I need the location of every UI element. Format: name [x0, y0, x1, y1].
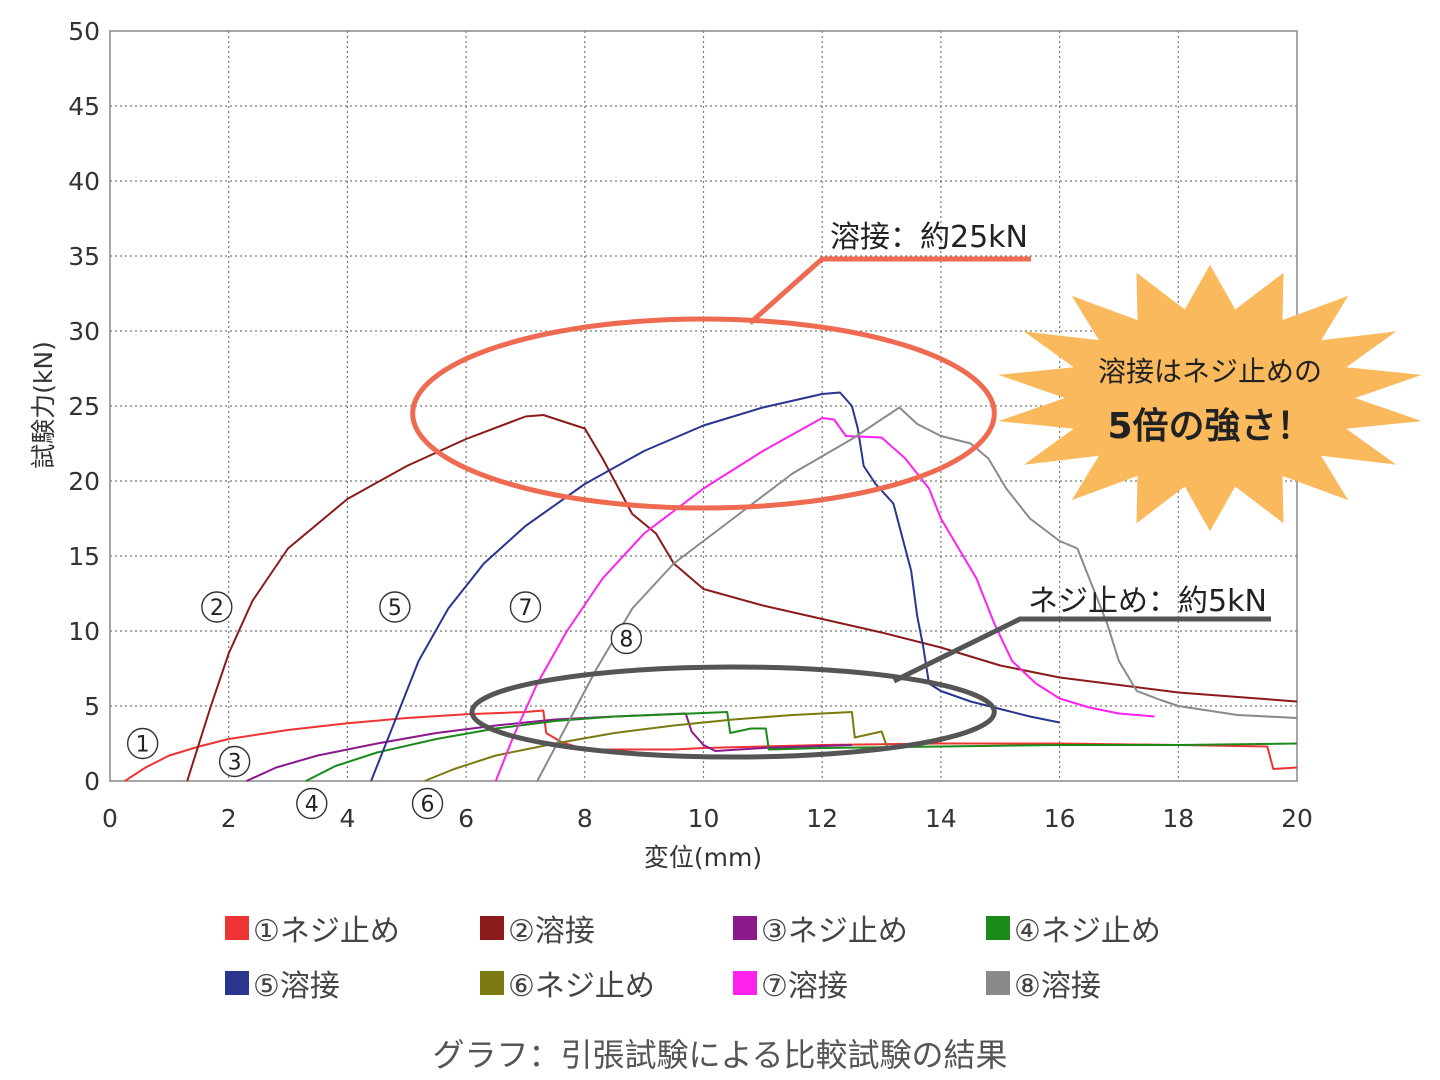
legend-label-4: ④ネジ止め — [1014, 914, 1161, 949]
x-tick-label: 2 — [221, 804, 237, 833]
series-marker-circle-8 — [610, 622, 643, 655]
series-marker-label-2: 2 — [210, 596, 224, 621]
series-line-5 — [370, 391, 1060, 782]
screw-leader-line — [892, 616, 1271, 684]
legend-swatch-8 — [986, 971, 1010, 995]
series-marker-circle-7 — [509, 591, 542, 623]
legend-item-1: ①ネジ止め — [225, 908, 400, 949]
x-tick-label: 16 — [1044, 804, 1076, 833]
legend-item-6: ⑥ネジ止め — [480, 963, 655, 1004]
y-tick-label: 20 — [68, 467, 100, 496]
y-tick-label: 15 — [68, 542, 100, 571]
series-marker-circle-6 — [411, 787, 444, 820]
series-line-7 — [494, 417, 1155, 782]
series-marker-label-6: 6 — [421, 793, 435, 818]
weld-callout-label: 溶接：約25kN — [830, 220, 1028, 255]
y-tick-label: 50 — [68, 17, 100, 46]
series-marker-label-1: 1 — [136, 733, 150, 758]
chart-caption: グラフ：引張試験による比較試験の結果 — [432, 1036, 1008, 1074]
legend-item-7: ⑦溶接 — [733, 963, 848, 1004]
legend-swatch-2 — [480, 916, 504, 940]
starburst-badge — [998, 264, 1422, 532]
series-markers: 1 2 3 4 5 6 7 8 — [126, 591, 643, 820]
series-marker-label-8: 8 — [619, 628, 633, 653]
series-marker-circle-1 — [126, 727, 159, 760]
legend-swatch-3 — [733, 916, 757, 940]
legend-label-3: ③ネジ止め — [761, 914, 908, 949]
y-tick-label: 0 — [84, 767, 100, 796]
y-tick-label: 10 — [68, 617, 100, 646]
y-axis-ticks: 0 5 10 15 20 25 30 35 40 45 50 — [68, 17, 100, 796]
legend-swatch-1 — [225, 916, 249, 940]
y-tick-label: 30 — [68, 317, 100, 346]
chart-legend: ①ネジ止め ②溶接 ③ネジ止め ④ネジ止め ⑤溶接 ⑥ネジ止め ⑦溶接 ⑧溶接 — [225, 908, 1225, 1020]
x-tick-label: 8 — [577, 804, 593, 833]
x-tick-label: 0 — [102, 804, 118, 833]
x-tick-label: 10 — [688, 804, 720, 833]
legend-label-8: ⑧溶接 — [1014, 969, 1101, 1004]
series-marker-circle-3 — [218, 745, 251, 778]
screw-callout-label: ネジ止め：約5kN — [1028, 584, 1267, 619]
series-marker-label-5: 5 — [388, 596, 402, 621]
series-line-6 — [424, 711, 889, 782]
legend-item-5: ⑤溶接 — [225, 963, 340, 1004]
series-line-1 — [124, 709, 1298, 782]
x-tick-label: 20 — [1281, 804, 1313, 833]
weld-leader-line — [748, 256, 1031, 325]
legend-item-2: ②溶接 — [480, 908, 595, 949]
x-tick-label: 12 — [806, 804, 838, 833]
x-tick-label: 6 — [458, 804, 474, 833]
legend-swatch-7 — [733, 971, 757, 995]
legend-swatch-5 — [225, 971, 249, 995]
legend-swatch-4 — [986, 916, 1010, 940]
legend-item-3: ③ネジ止め — [733, 908, 908, 949]
series-marker-label-4: 4 — [305, 793, 319, 818]
screw-highlight-ellipse — [469, 664, 997, 760]
series-line-4 — [305, 711, 1298, 782]
legend-swatch-6 — [480, 971, 504, 995]
legend-label-5: ⑤溶接 — [253, 969, 340, 1004]
annotations — [410, 256, 1422, 760]
series-marker-circle-5 — [379, 591, 411, 623]
x-axis-label: 変位(mm) — [644, 843, 762, 872]
series-marker-label-7: 7 — [518, 596, 532, 621]
star-burst-text-line1: 溶接はネジ止めの — [1097, 355, 1322, 388]
legend-label-1: ①ネジ止め — [253, 914, 400, 949]
y-tick-label: 5 — [84, 692, 100, 721]
legend-label-7: ⑦溶接 — [761, 969, 848, 1004]
star-burst-text-line2: 5倍の強さ！ — [1107, 406, 1313, 447]
weld-highlight-ellipse — [410, 316, 997, 511]
series-line-8 — [536, 406, 1298, 782]
legend-label-2: ②溶接 — [508, 914, 595, 949]
x-tick-label: 4 — [339, 804, 355, 833]
series-marker-label-3: 3 — [228, 751, 242, 776]
x-axis-ticks: 0 2 4 6 8 10 12 14 16 18 20 — [102, 804, 1313, 833]
y-tick-label: 40 — [68, 167, 100, 196]
legend-label-6: ⑥ネジ止め — [508, 969, 655, 1004]
y-tick-label: 45 — [68, 92, 100, 121]
y-tick-label: 35 — [68, 242, 100, 271]
legend-item-8: ⑧溶接 — [986, 963, 1101, 1004]
series-marker-circle-4 — [296, 787, 328, 820]
y-tick-label: 25 — [68, 392, 100, 421]
series-marker-circle-2 — [201, 591, 233, 623]
y-axis-label: 試験力(kN) — [29, 341, 58, 469]
x-tick-label: 14 — [925, 804, 957, 833]
legend-item-4: ④ネジ止め — [986, 908, 1161, 949]
x-tick-label: 18 — [1162, 804, 1194, 833]
